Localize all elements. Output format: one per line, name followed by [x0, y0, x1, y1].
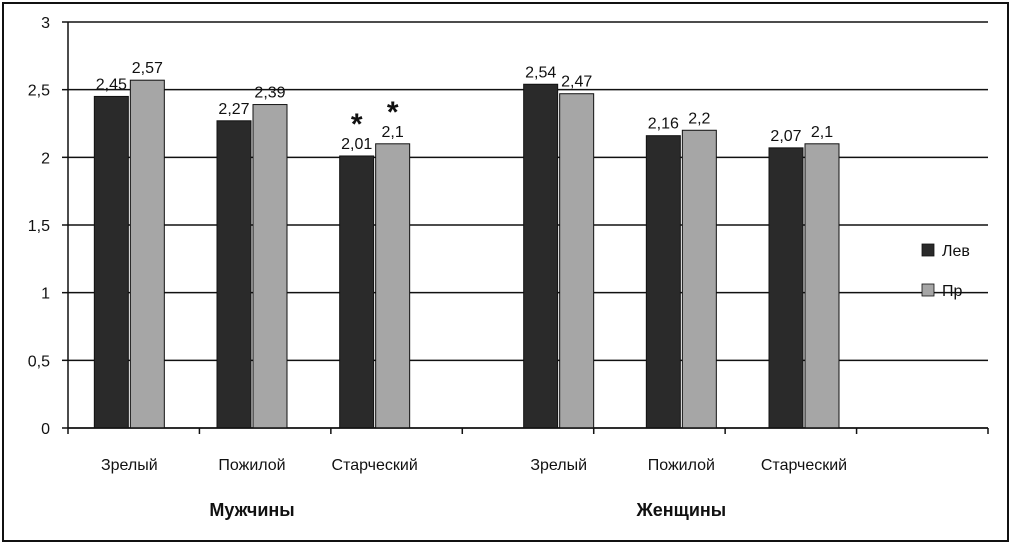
- y-tick-label: 1,5: [28, 218, 50, 235]
- bar-value-label: 2,16: [648, 116, 679, 133]
- bar-pr: [804, 143, 840, 429]
- bar-value-label: 2,54: [525, 64, 556, 81]
- bar-value-label: 2,47: [561, 74, 592, 91]
- bar-lev: [768, 147, 804, 429]
- bar-value-label: 2,07: [770, 128, 801, 145]
- group-label: Мужчины: [209, 500, 294, 520]
- bar-value-label: 2,1: [811, 124, 833, 141]
- x-category-label: Старческий: [761, 457, 847, 474]
- legend-swatch: [921, 243, 935, 257]
- y-tick-label: 2,5: [28, 83, 50, 100]
- labels-layer: 2,452,572,272,392,012,1* *2,542,472,16 2,2…: [96, 60, 833, 153]
- y-tick-label: 3: [41, 15, 50, 32]
- bar-pr: [129, 79, 165, 429]
- x-category-label: Зрелый: [530, 457, 587, 474]
- group-label: Женщины: [636, 500, 727, 520]
- bar-lev: [216, 120, 252, 429]
- x-category-label: Зрелый: [101, 457, 158, 474]
- bar-value-label: 2,57: [132, 60, 163, 77]
- legend-label: Пр: [942, 283, 963, 300]
- axis-layer: 0 0,5 1 1,5 2 2,5 3 Зрелый Пожилой Старческий Мужч…: [28, 15, 989, 520]
- bar-value-label: 2,39: [254, 85, 285, 102]
- bar-lev: [339, 155, 375, 429]
- bar-value-label: 2,45: [96, 76, 127, 93]
- significance-marker: *: [387, 96, 399, 129]
- bars-layer: [93, 79, 840, 429]
- y-tick-label: 2: [41, 150, 50, 167]
- bar-lev: [523, 83, 559, 429]
- bar-pr: [375, 143, 411, 429]
- bar-value-label: 2,01: [341, 136, 372, 153]
- significance-marker: *: [351, 108, 363, 141]
- bar-pr: [681, 129, 717, 429]
- x-category-label: Пожилой: [218, 457, 285, 474]
- bar-lev: [645, 135, 681, 429]
- legend-swatch: [921, 283, 935, 297]
- bar-pr: [559, 93, 595, 429]
- y-tick-label: 0,5: [28, 353, 50, 370]
- legend-label: Лев: [942, 243, 970, 260]
- bar-value-label: 2,1: [382, 124, 404, 141]
- x-category-label: Пожилой: [648, 457, 715, 474]
- legend-layer: Лев Пр: [921, 243, 970, 300]
- bar-value-label: 2,27: [218, 101, 249, 118]
- x-category-label: Старческий: [332, 457, 418, 474]
- y-tick-label: 0: [41, 421, 50, 438]
- bar-pr: [252, 104, 288, 429]
- bar-lev: [93, 95, 129, 429]
- y-tick-label: 1: [41, 286, 50, 303]
- bar-value-label: 2,2: [688, 110, 710, 127]
